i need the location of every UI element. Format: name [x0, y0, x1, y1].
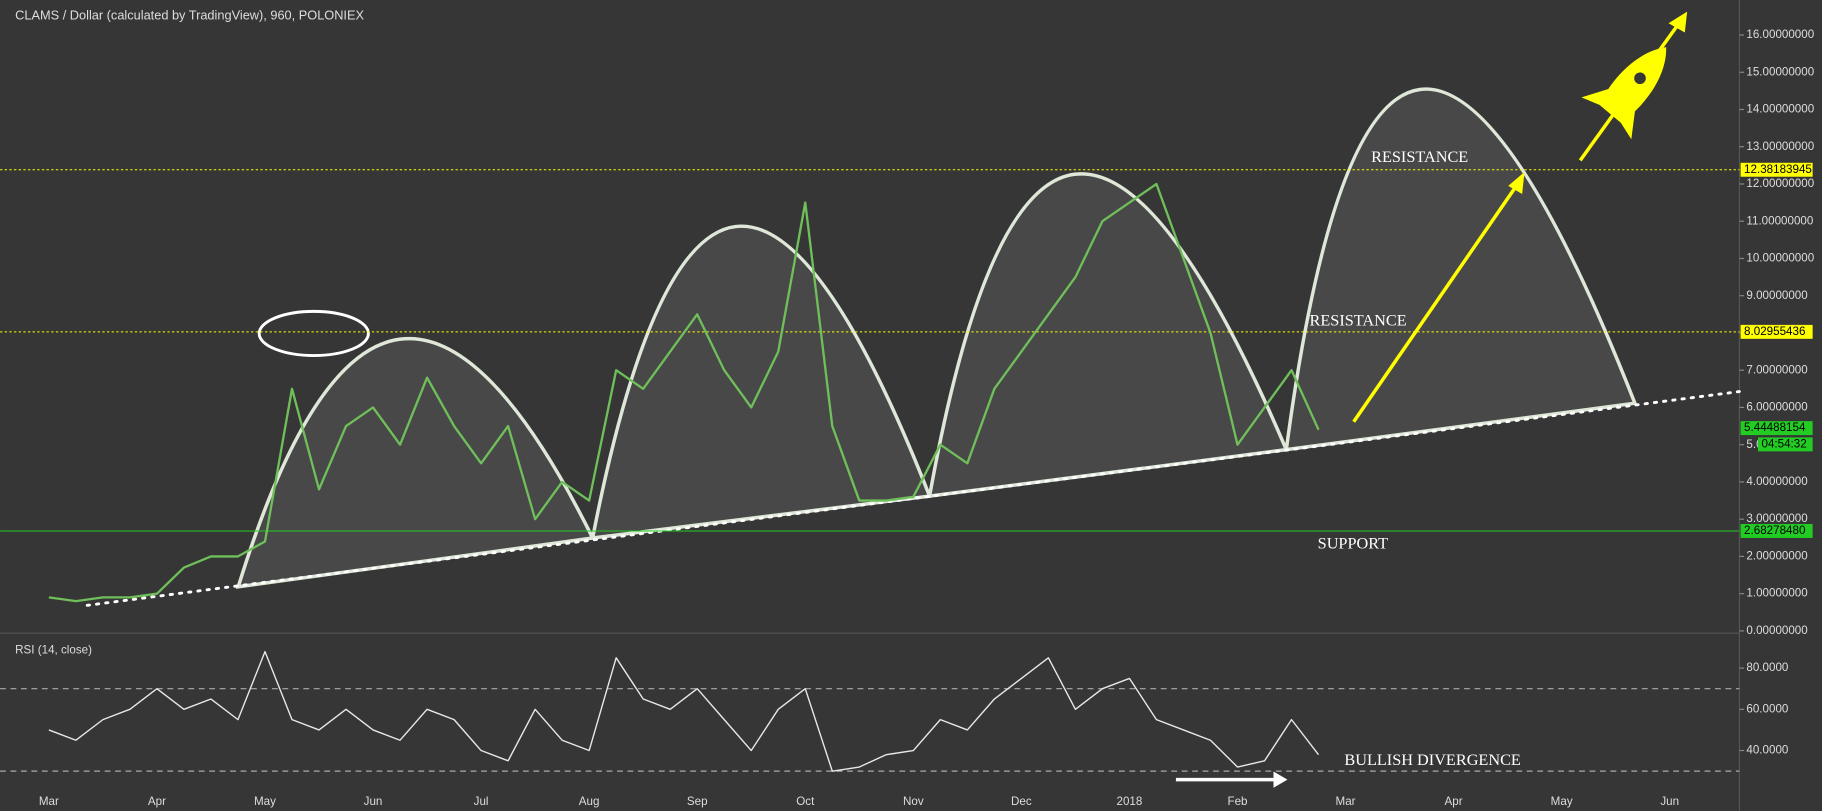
arrow-head — [1668, 11, 1688, 33]
level-label: 5.44488154 — [1744, 421, 1806, 434]
level-label: 12.38183945 — [1744, 163, 1812, 176]
level-box — [1740, 524, 1813, 538]
level-box — [1740, 324, 1813, 339]
x-tick-label: Feb — [1227, 795, 1247, 808]
y-tick-label: 60.0000 — [1746, 702, 1788, 715]
level-label: 8.02955436 — [1744, 325, 1805, 338]
y-tick-label: 40.0000 — [1746, 744, 1788, 757]
series-line — [48, 650, 1320, 772]
countdown: 04:54:32 — [1762, 437, 1807, 450]
highlight-ellipse — [257, 309, 370, 357]
y-tick-label: 12.00000000 — [1746, 177, 1814, 190]
x-tick-label: Oct — [796, 795, 815, 808]
pane-title: RSI (14, close) — [15, 644, 92, 657]
arrow-head — [1508, 171, 1525, 195]
x-tick-label: Sep — [687, 795, 708, 808]
y-tick-label: 13.00000000 — [1746, 140, 1814, 153]
x-tick-label: 2018 — [1117, 795, 1143, 808]
x-tick-label: May — [254, 795, 276, 808]
annotation: SUPPORT — [1318, 535, 1388, 553]
x-tick-label: Nov — [903, 795, 924, 808]
y-tick-label: 10.00000000 — [1746, 252, 1814, 265]
level-box — [1740, 162, 1813, 177]
arrow — [1352, 184, 1518, 423]
y-tick-label: 6.00000000 — [1746, 401, 1807, 414]
y-tick-label: 1.00000000 — [1746, 587, 1807, 600]
y-tick-label: 11.00000000 — [1746, 214, 1813, 227]
annotation: BULLISH DIVERGENCE — [1344, 751, 1521, 769]
y-tick-label: 2.00000000 — [1746, 549, 1807, 562]
x-tick-label: Mar — [39, 795, 59, 808]
y-tick-label: 16.00000000 — [1746, 28, 1814, 41]
arc — [235, 336, 596, 589]
x-tick-label: Apr — [148, 795, 166, 808]
series-line — [48, 182, 1320, 603]
countdown-box — [1758, 437, 1813, 452]
x-tick-label: Mar — [1336, 795, 1356, 808]
x-tick-label: Apr — [1445, 795, 1463, 808]
trendline — [85, 390, 1741, 607]
y-tick-label: 4.00000000 — [1746, 475, 1807, 488]
x-tick-label: Aug — [579, 795, 600, 808]
y-tick-label: 80.0000 — [1746, 661, 1788, 674]
x-tick-label: Dec — [1011, 795, 1032, 808]
chart-title: CLAMS / Dollar (calculated by TradingVie… — [15, 8, 364, 23]
x-tick-label: Jun — [364, 795, 383, 808]
x-tick-label: Jul — [474, 795, 489, 808]
x-tick-label: May — [1551, 795, 1573, 808]
drawings — [0, 11, 1741, 788]
x-tick-label: Jun — [1660, 795, 1679, 808]
annotation: RESISTANCE — [1371, 148, 1468, 166]
level-box — [1740, 421, 1813, 436]
level-label: 2.68278480 — [1744, 524, 1805, 537]
annotation: RESISTANCE — [1310, 312, 1407, 330]
y-tick-label: 14.00000000 — [1746, 103, 1814, 116]
arc — [927, 172, 1289, 499]
y-tick-label: 9.00000000 — [1746, 289, 1807, 302]
y-tick-label: 0.00000000 — [1746, 624, 1807, 637]
y-tick-label: 7.00000000 — [1746, 363, 1807, 376]
y-tick-label: 3.00000000 — [1746, 512, 1807, 525]
rocket — [1581, 47, 1667, 140]
y-tick-label: 15.00000000 — [1746, 65, 1814, 78]
arrow-head — [1273, 771, 1288, 788]
